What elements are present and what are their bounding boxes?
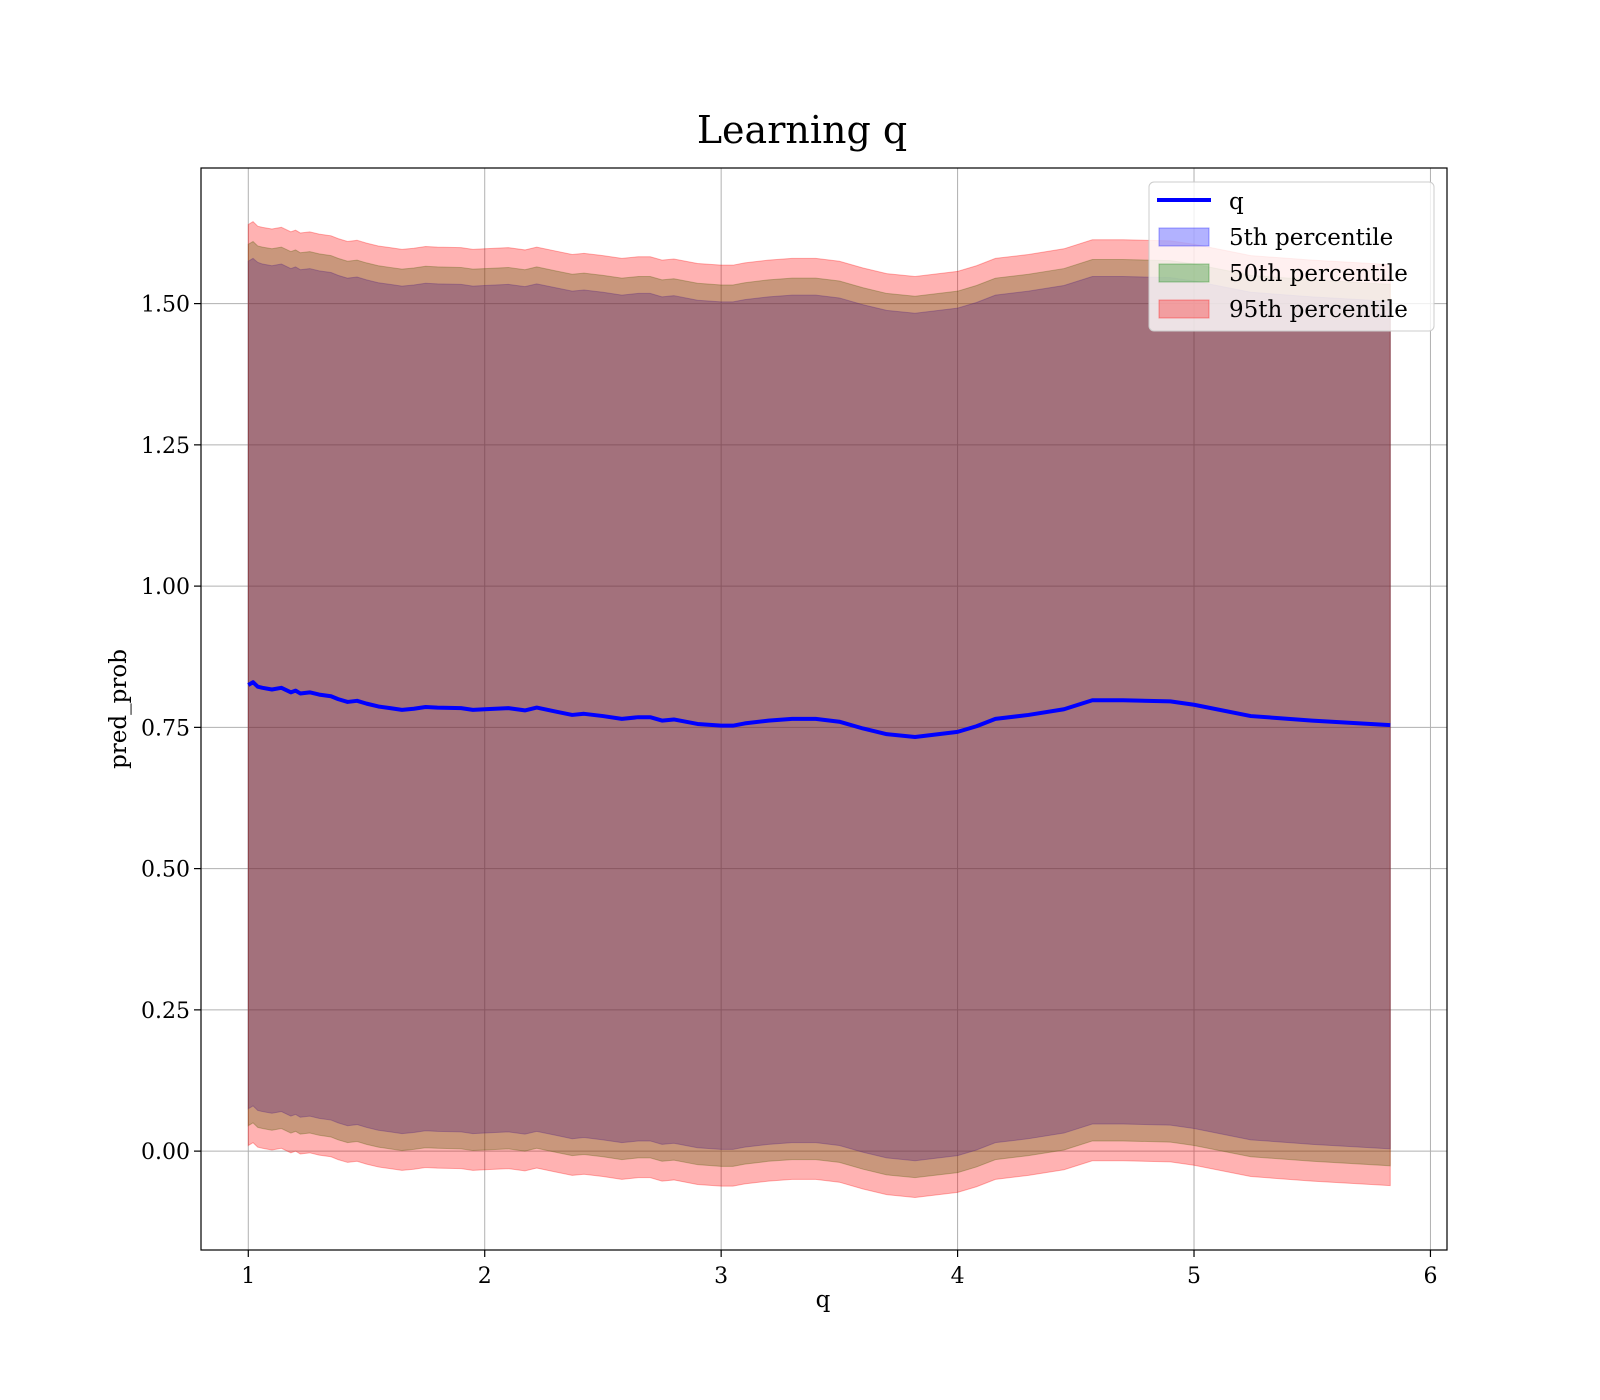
legend-box [1148, 181, 1435, 332]
x-tick-label: 6 [1423, 1264, 1437, 1289]
x-tick-label: 1 [241, 1264, 255, 1289]
y-tick-label: 1.25 [141, 434, 190, 459]
band-5th-percentile [247, 257, 1391, 1162]
y-tick-label: 0.75 [141, 716, 190, 741]
y-tick-label: 0.00 [141, 1140, 190, 1165]
band-95th-percentile [247, 221, 1391, 1198]
legend: q 5th percentile 50th percentile 95th pe… [1148, 181, 1435, 332]
band-50th-percentile [247, 240, 1391, 1179]
x-axis-label: q [816, 1287, 831, 1313]
chart-title: Learning q [697, 108, 907, 152]
legend-label-5th-percentile: 5th percentile [1229, 225, 1393, 251]
legend-label-50th-percentile: 50th percentile [1229, 261, 1408, 287]
y-axis-label: pred_prob [106, 649, 132, 769]
plot-area-frame [200, 167, 1448, 1251]
axis-ticks: 1 2 3 4 5 6 0.00 0.25 0.50 0.75 1.00 1.25 1.50 [141, 293, 1437, 1289]
series-line-layer [247, 680, 1391, 739]
y-tick-label: 0.25 [141, 999, 190, 1024]
legend-swatch-5th-percentile [1158, 227, 1210, 247]
legend-swatch-95th-percentile [1158, 299, 1210, 319]
percentile-bands [247, 221, 1391, 1198]
legend-label-q: q [1229, 189, 1244, 215]
x-tick-label: 3 [714, 1264, 728, 1289]
x-tick-label: 2 [478, 1264, 492, 1289]
y-tick-label: 1.50 [141, 293, 190, 318]
y-tick-label: 0.50 [141, 858, 190, 883]
series-line-q [247, 680, 1391, 739]
x-tick-label: 4 [951, 1264, 965, 1289]
x-tick-label: 5 [1187, 1264, 1201, 1289]
legend-label-95th-percentile: 95th percentile [1229, 297, 1408, 323]
legend-swatch-50th-percentile [1158, 263, 1210, 283]
y-tick-label: 1.00 [141, 575, 190, 600]
